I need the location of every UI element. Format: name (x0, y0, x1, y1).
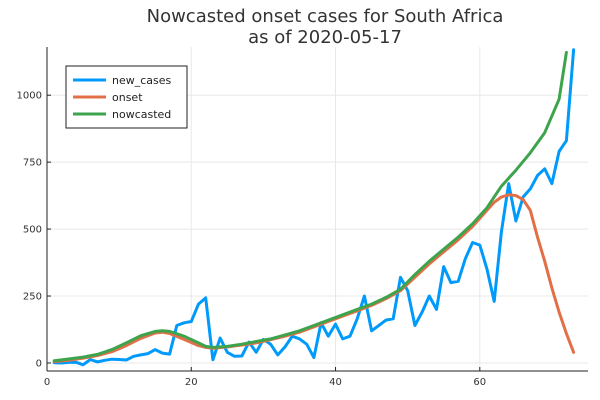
y-tick-label: 250 (23, 292, 42, 303)
series-line-nowcasted (52, 50, 568, 363)
legend-label-nowcasted: nowcasted (112, 108, 171, 121)
x-tick-label: 60 (473, 377, 486, 388)
series-line-new_cases (52, 48, 576, 367)
y-tick-label: 1000 (17, 91, 42, 102)
chart-title-line1: Nowcasted onset cases for South Africa (147, 6, 504, 27)
x-tick-label: 0 (44, 377, 50, 388)
legend-label-new_cases: new_cases (112, 74, 172, 87)
x-tick-label: 40 (329, 377, 342, 388)
chart-title-line2: as of 2020-05-17 (248, 27, 402, 48)
axes (46, 47, 588, 372)
y-tick-label: 500 (23, 225, 42, 236)
tick-labels: 0 20 40 60 0 250 500 750 1000 (17, 91, 487, 388)
series-lines (52, 48, 576, 367)
legend-label-onset: onset (112, 91, 143, 104)
x-tick-label: 20 (185, 377, 198, 388)
y-tick-label: 750 (23, 158, 42, 169)
grid (46, 47, 588, 371)
y-tick-label: 0 (36, 358, 42, 369)
